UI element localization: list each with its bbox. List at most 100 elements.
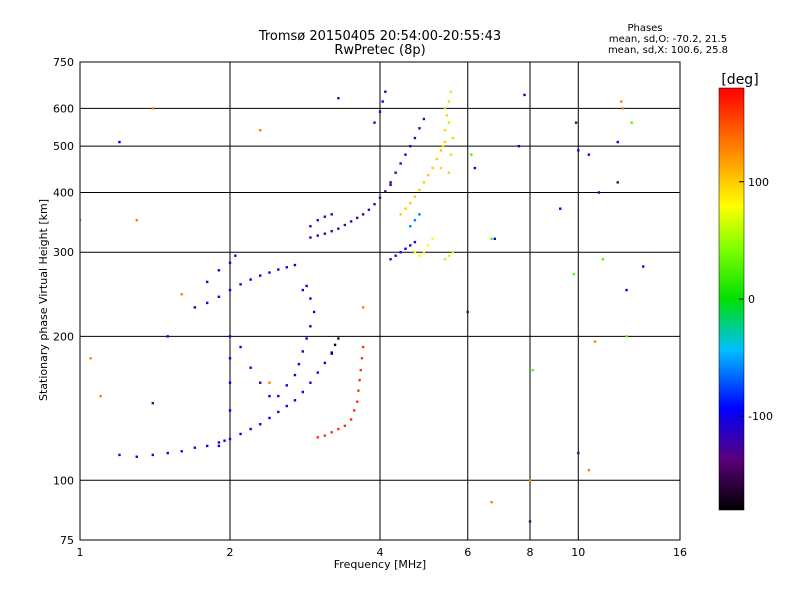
y-tick-label: 100 [53,474,74,487]
data-point [297,362,301,366]
phase-box-x-stats: mean, sd,X: 100.6, 25.8 [608,45,728,56]
data-point [259,129,262,132]
x-tick-label: 16 [673,546,687,559]
data-point [621,107,625,110]
x-tick-label: 4 [377,546,384,559]
data-point [234,254,237,257]
chart-title: Tromsø 20150405 20:54:00-20:55:43 [258,29,501,44]
data-point [517,144,521,148]
data-point [373,203,376,206]
data-point [439,149,443,152]
data-point [447,171,451,174]
data-point [528,520,532,523]
data-point [381,100,384,103]
data-point [277,268,280,271]
data-point [413,240,417,244]
data-point [443,258,447,261]
colorbar-label: [deg] [721,72,758,88]
x-axis-ticks: 1 2 4 6 8 10 16 [77,546,688,559]
data-point [316,219,319,222]
data-point [447,254,451,257]
data-point [356,216,359,220]
plot-frame [79,61,681,541]
data-point [418,188,421,192]
data-point [574,121,578,124]
data-point [601,258,605,261]
data-point [361,213,365,216]
data-point [356,400,359,403]
data-point [316,436,319,439]
x-tick-label: 8 [527,546,534,559]
data-point [404,247,407,250]
data-point [135,219,138,222]
data-point [490,237,493,241]
data-point [399,162,402,165]
data-point [597,191,601,194]
data-point [409,201,412,205]
data-point [439,166,443,170]
data-point [293,399,297,402]
data-point [422,181,426,184]
data-point [323,232,327,235]
data-point [642,265,645,268]
data-point [349,418,353,421]
data-point [413,195,417,198]
data-point [268,394,271,398]
data-point [259,381,262,384]
data-point [228,335,232,338]
data-point [587,153,591,156]
data-point [228,437,232,441]
data-point [443,107,447,110]
data-point [239,345,242,349]
y-tick-label: 75 [60,534,74,547]
data-point [285,384,288,387]
data-point [193,446,197,449]
y-tick-label: 500 [53,140,74,153]
data-point [447,121,451,124]
data-point [466,310,469,314]
colorbar-tick-label: 100 [748,176,769,189]
data-point [577,149,580,152]
data-point [404,207,407,210]
data-point [443,129,447,132]
data-point [293,373,297,377]
data-point [285,404,288,408]
data-point [206,301,209,305]
data-point [166,335,169,338]
data-point [449,90,453,93]
data-point [389,183,392,187]
data-point [418,254,421,257]
data-point [217,269,221,272]
data-point [418,213,421,216]
data-point [373,121,376,124]
data-point [323,361,327,365]
data-point [228,381,232,384]
data-point [316,234,319,237]
data-point [384,190,387,193]
data-point [151,401,155,405]
data-point [409,244,412,247]
data-points [80,90,645,523]
data-point [89,357,92,360]
data-point [217,444,221,448]
data-point [361,345,365,349]
x-axis-label: Frequency [MHz] [334,558,426,571]
data-point [399,251,402,254]
data-point [337,96,340,100]
data-point [413,136,417,140]
data-point [217,295,221,299]
data-point [378,110,382,114]
data-point [309,325,312,328]
data-point [490,500,493,504]
data-point [343,223,347,227]
y-tick-label: 600 [53,102,74,115]
data-point [118,453,121,457]
data-point [228,409,232,412]
data-point [293,263,297,267]
data-point [427,173,430,177]
data-point [394,171,397,174]
data-point [418,127,421,130]
data-point [330,351,333,354]
